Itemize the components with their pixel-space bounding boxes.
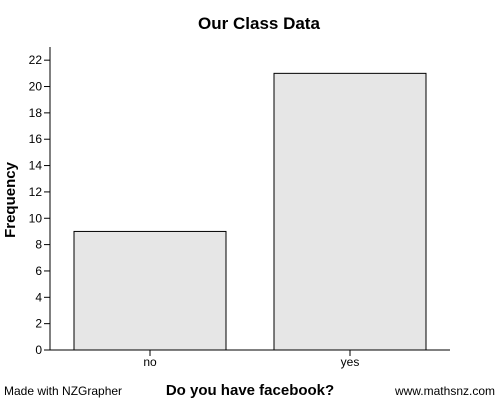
- y-axis-label: Frequency: [2, 161, 19, 238]
- y-tick-label: 22: [29, 53, 43, 67]
- x-tick-label: yes: [341, 355, 360, 369]
- y-tick-label: 10: [29, 211, 43, 225]
- y-tick-label: 12: [29, 185, 43, 199]
- y-tick-label: 2: [35, 317, 42, 331]
- x-axis-label: Do you have facebook?: [166, 382, 334, 399]
- chart-title: Our Class Data: [198, 14, 320, 33]
- bar-yes: [273, 72, 427, 351]
- x-tick-label: no: [143, 355, 157, 369]
- y-axis-ticks: 0 2 4 6 8 10 12 14 16 18 20 22: [29, 53, 50, 357]
- y-tick-label: 16: [29, 132, 43, 146]
- y-tick-label: 6: [35, 264, 42, 278]
- bar-no: [73, 230, 227, 351]
- y-tick-label: 4: [35, 290, 42, 304]
- y-tick-label: 20: [29, 80, 43, 94]
- y-tick-label: 18: [29, 106, 43, 120]
- bars-group: [73, 72, 427, 351]
- footer-credit: Made with NZGrapher: [4, 384, 122, 398]
- footer-website: www.mathsnz.com: [394, 384, 495, 398]
- y-tick-label: 8: [35, 238, 42, 252]
- x-axis-ticks: no yes: [143, 350, 359, 369]
- y-tick-label: 14: [29, 159, 43, 173]
- y-tick-label: 0: [35, 343, 42, 357]
